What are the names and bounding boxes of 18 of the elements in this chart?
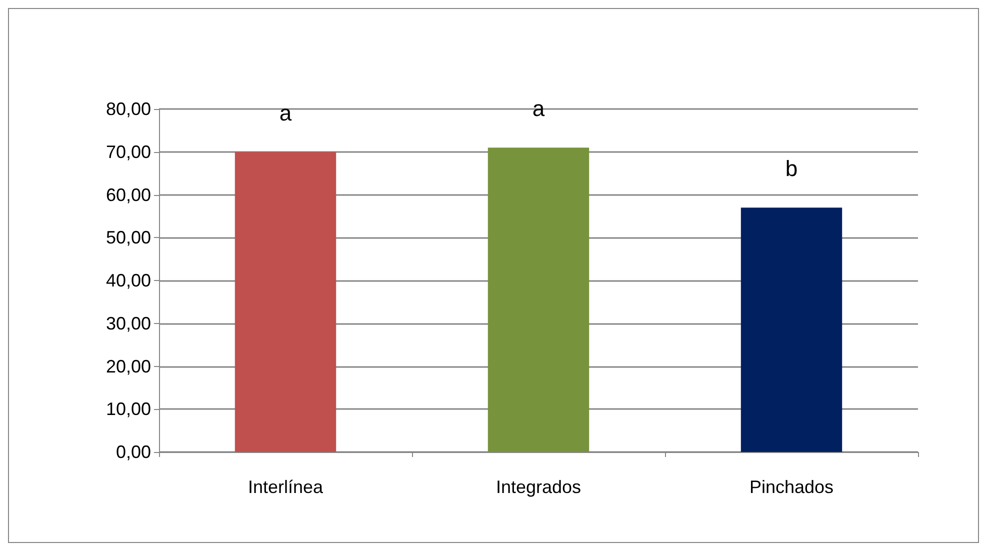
- y-tick-label: 60,00: [106, 184, 151, 205]
- y-tick-label: 0,00: [116, 442, 151, 462]
- annotation: a: [279, 100, 292, 126]
- y-tick-label: 20,00: [106, 356, 151, 376]
- y-tick-label: 70,00: [106, 142, 151, 162]
- y-tick-label: 40,00: [106, 270, 151, 290]
- y-tick-label: 10,00: [106, 399, 151, 420]
- annotation: b: [785, 156, 798, 182]
- x-tick-label: Integrados: [496, 477, 582, 497]
- x-tick-label: Interlínea: [248, 477, 324, 497]
- x-tick-label: Pinchados: [749, 477, 834, 497]
- y-tick-label: 30,00: [106, 313, 151, 334]
- bar: [234, 152, 336, 452]
- y-tick-label: 50,00: [106, 228, 151, 248]
- bar: [740, 208, 842, 452]
- y-tick-label: 80,00: [106, 99, 151, 119]
- annotation: a: [532, 96, 546, 122]
- bar: [488, 148, 590, 452]
